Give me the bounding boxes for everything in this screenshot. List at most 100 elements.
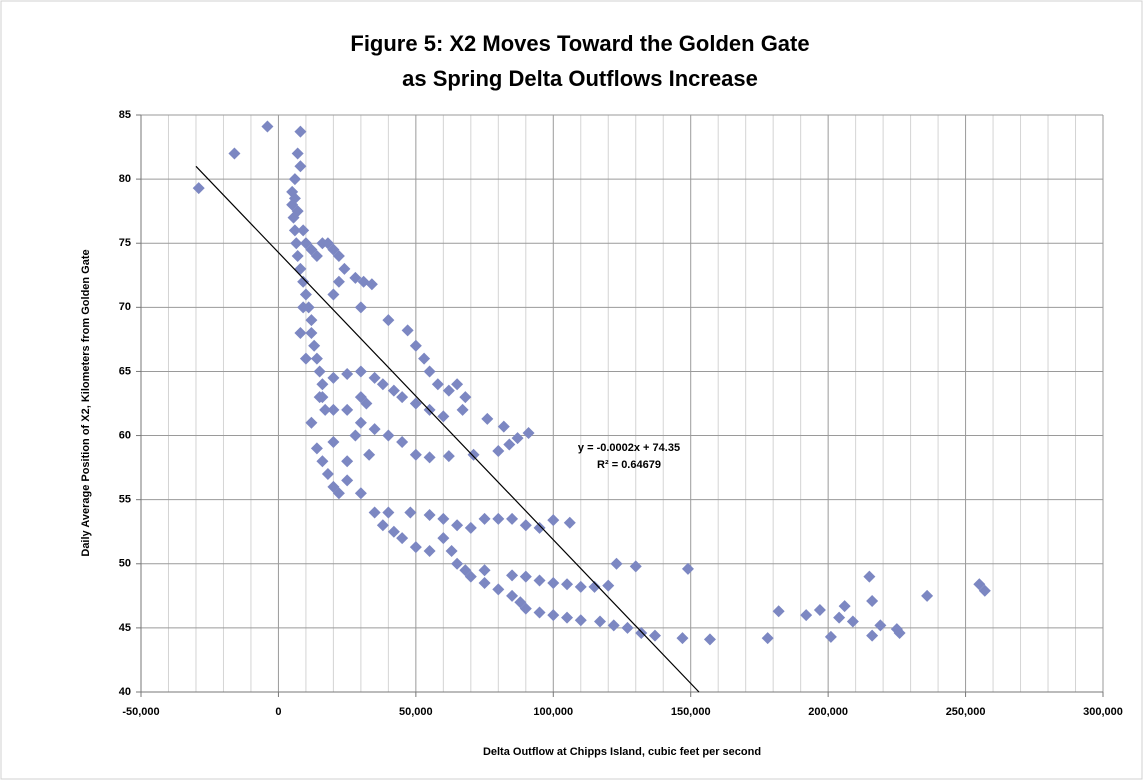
data-point [354,487,367,500]
data-point [387,384,400,397]
data-point [313,365,326,378]
y-tick-label: 65 [119,365,131,377]
y-tick-label: 45 [119,622,131,634]
data-point [533,521,546,534]
data-point [607,619,620,632]
data-point [305,314,318,327]
data-point [360,397,373,410]
data-point [294,125,307,138]
y-tick-label: 70 [119,301,131,313]
data-point [681,562,694,575]
data-point [588,580,601,593]
data-point [451,519,464,532]
data-point [874,619,887,632]
data-point [354,416,367,429]
data-point [368,423,381,436]
trendline-r2: R² = 0.64679 [597,459,661,471]
data-point [533,606,546,619]
trendline-equation: y = -0.0002x + 74.35 [578,442,680,454]
data-point [291,205,304,218]
data-point [401,324,414,337]
chart-title: as Spring Delta Outflows Increase [402,66,758,91]
data-point [308,339,321,352]
data-point [676,632,689,645]
data-point [341,455,354,468]
data-point [290,237,303,250]
data-point [341,403,354,416]
data-point [288,173,301,186]
y-tick-label: 60 [119,429,131,441]
x-tick-label: 250,000 [946,706,986,718]
data-point [478,577,491,590]
data-point [409,448,422,461]
data-point [456,403,469,416]
data-point [423,365,436,378]
data-point [574,614,587,627]
data-point [561,611,574,624]
data-point [464,521,477,534]
y-tick-label: 80 [119,173,131,185]
data-point [511,432,524,445]
data-point [423,544,436,557]
data-point [431,378,444,391]
data-point [382,429,395,442]
data-point [316,378,329,391]
data-point [321,468,334,481]
data-point [354,301,367,314]
data-point [327,371,340,384]
data-point [503,438,516,451]
data-point [533,574,546,587]
data-point [341,474,354,487]
data-point [437,532,450,545]
data-point [451,378,464,391]
data-point [327,435,340,448]
data-point [423,509,436,522]
data-point [648,629,661,642]
data-point [363,448,376,461]
data-point [437,512,450,525]
y-tick-label: 50 [119,558,131,570]
chart-title: Figure 5: X2 Moves Toward the Golden Gat… [350,31,809,56]
data-point [332,487,345,500]
data-point [813,603,826,616]
data-point [354,365,367,378]
data-point [299,352,312,365]
data-point [506,589,519,602]
data-point [561,578,574,591]
data-point [464,570,477,583]
data-point [602,579,615,592]
data-point [365,278,378,291]
data-point [492,512,505,525]
y-tick-label: 75 [119,237,131,249]
data-point [445,544,458,557]
data-point [442,450,455,463]
trendline [195,165,700,693]
y-axis-title: Daily Average Position of X2, Kilometers… [80,249,92,556]
data-point [478,564,491,577]
data-point [297,224,310,237]
data-point [228,147,241,160]
x-tick-label: -50,000 [122,706,159,718]
data-point [423,451,436,464]
data-point [349,271,362,284]
data-point [547,609,560,622]
data-point [396,391,409,404]
data-point [846,615,859,628]
data-point [574,580,587,593]
data-point [442,384,455,397]
data-point [519,602,532,615]
data-point [467,448,480,461]
data-point [547,514,560,527]
data-point [506,569,519,582]
data-point [563,516,576,529]
data-point [863,570,876,583]
data-point [492,583,505,596]
data-point [838,600,851,613]
data-point [313,391,326,404]
data-point [519,570,532,583]
data-point [310,250,323,263]
data-point [451,557,464,570]
data-point [294,326,307,339]
data-point [866,594,879,607]
